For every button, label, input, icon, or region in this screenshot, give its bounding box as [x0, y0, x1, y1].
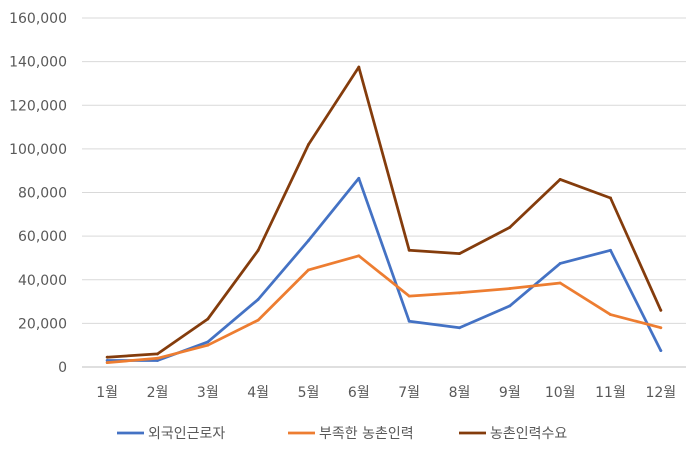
- y-axis: 0 20,000 40,000 60,000 80,000 100,000 120,000 1…: [9, 11, 67, 376]
- legend-label: 농촌인력수요: [490, 426, 567, 442]
- y-tick-label: 20,000: [18, 316, 67, 332]
- data-point: [307, 143, 310, 146]
- data-point: [105, 355, 109, 359]
- data-point: [458, 252, 461, 255]
- series-line-1: [105, 254, 663, 364]
- data-point: [256, 318, 260, 322]
- data-point: [609, 313, 612, 317]
- legend-label: 부족한 농촌인력: [319, 426, 414, 442]
- data-point: [256, 248, 260, 252]
- x-tick-label: 10월: [545, 385, 576, 401]
- legend-item: 외국인근로자: [117, 426, 225, 442]
- data-point: [508, 287, 512, 290]
- series-lines: [105, 65, 663, 365]
- data-point: [105, 361, 109, 365]
- x-tick-label: 3월: [197, 385, 219, 401]
- data-point: [558, 178, 562, 181]
- data-point: [156, 352, 159, 356]
- data-point: [659, 308, 663, 312]
- legend-item: 부족한 농촌인력: [288, 426, 414, 442]
- y-tick-label: 80,000: [18, 186, 67, 202]
- data-point: [508, 304, 512, 308]
- data-point: [558, 281, 562, 285]
- y-tick-label: 100,000: [9, 142, 67, 158]
- gridlines: [82, 17, 686, 368]
- y-tick-label: 60,000: [18, 229, 67, 245]
- x-tick-label: 12월: [645, 385, 676, 401]
- y-tick-label: 0: [58, 360, 67, 376]
- data-point: [357, 65, 361, 69]
- data-point: [206, 343, 210, 347]
- y-tick-label: 120,000: [9, 98, 67, 114]
- data-point: [558, 261, 562, 265]
- data-point: [609, 248, 612, 252]
- data-point: [156, 359, 159, 362]
- data-point: [659, 349, 663, 353]
- series-line-0: [105, 176, 663, 362]
- data-point: [407, 294, 411, 298]
- data-point: [458, 291, 461, 295]
- data-point: [357, 254, 361, 258]
- data-point: [458, 326, 461, 330]
- x-tick-label: 11월: [595, 385, 626, 401]
- x-axis: 1월 2월 3월 4월 5월 6월 7월 8월 9월 10월 11월 12월: [96, 385, 676, 401]
- data-point: [357, 176, 361, 180]
- data-point: [508, 226, 512, 229]
- legend-item: 농촌인력수요: [459, 426, 567, 442]
- series-line-2: [105, 65, 663, 359]
- y-tick-label: 40,000: [18, 273, 67, 289]
- legend-label: 외국인근로자: [148, 426, 225, 442]
- x-tick-label: 1월: [96, 385, 118, 401]
- y-tick-label: 140,000: [9, 55, 67, 71]
- data-point: [307, 268, 310, 272]
- x-tick-label: 2월: [147, 385, 169, 401]
- x-tick-label: 6월: [348, 385, 370, 401]
- data-point: [407, 248, 411, 252]
- data-point: [206, 317, 210, 321]
- x-tick-label: 5월: [298, 385, 320, 401]
- x-tick-label: 7월: [398, 385, 420, 401]
- data-point: [407, 319, 411, 323]
- data-point: [307, 239, 310, 242]
- x-tick-label: 4월: [247, 385, 269, 401]
- data-point: [206, 340, 210, 344]
- legend: 외국인근로자 부족한 농촌인력 농촌인력수요: [117, 426, 567, 442]
- data-point: [156, 356, 159, 360]
- data-point: [105, 359, 109, 362]
- data-point: [609, 196, 612, 200]
- data-point: [659, 326, 663, 330]
- x-tick-label: 9월: [499, 385, 521, 401]
- x-tick-label: 8월: [449, 385, 471, 401]
- data-point: [256, 297, 260, 301]
- y-tick-label: 160,000: [9, 11, 67, 27]
